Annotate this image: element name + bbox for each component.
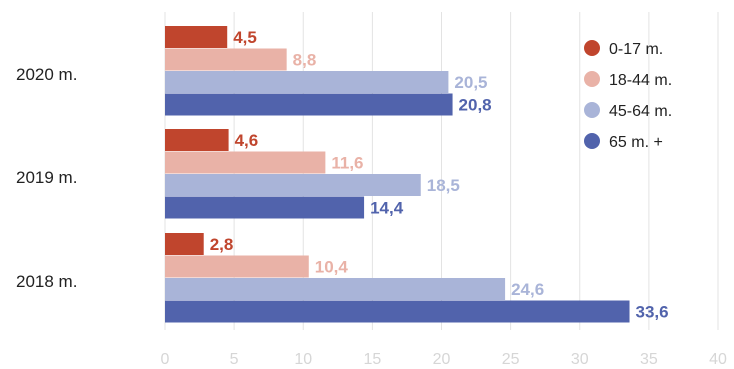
legend-swatch [584, 71, 600, 87]
category-label: 2019 m. [16, 168, 77, 187]
data-label: 8,8 [293, 51, 317, 70]
bar [165, 71, 449, 93]
data-label: 4,5 [233, 28, 257, 47]
legend-swatch [584, 133, 600, 149]
bar [165, 255, 309, 278]
x-tick-label: 25 [502, 351, 520, 368]
data-label: 2,8 [210, 235, 234, 254]
category-label: 2020 m. [16, 65, 77, 84]
bar [165, 26, 228, 48]
x-tick-label: 15 [363, 351, 381, 368]
bar [165, 174, 421, 196]
legend-swatch [584, 102, 600, 118]
data-label: 33,6 [636, 303, 669, 322]
x-tick-label: 20 [433, 351, 451, 368]
bars: 4,5 8,8 20,5 20,8 4,6 11,6 18,5 14,4 2,8 10,4 24,6… [165, 26, 669, 323]
category-labels: 2020 m. 2019 m. 2018 m. [16, 65, 77, 291]
legend-label: 0-17 m. [609, 41, 663, 58]
legend-label: 65 m. + [609, 134, 663, 151]
bar [165, 300, 630, 323]
data-label: 20,8 [459, 96, 492, 115]
legend-swatch [584, 40, 600, 56]
x-tick-label: 5 [230, 351, 239, 368]
data-label: 14,4 [370, 199, 404, 218]
legend: 0-17 m. 18-44 m. 45-64 m. 65 m. + [584, 40, 672, 151]
bar [165, 196, 365, 219]
x-tick-label: 10 [294, 351, 312, 368]
category-label: 2018 m. [16, 272, 77, 291]
data-label: 24,6 [511, 280, 544, 299]
x-tick-label: 40 [709, 351, 727, 368]
data-label: 18,5 [427, 176, 460, 195]
x-tick-label: 0 [161, 351, 170, 368]
data-label: 10,4 [315, 258, 349, 277]
bar [165, 48, 287, 71]
legend-label: 45-64 m. [609, 103, 672, 120]
data-label: 4,6 [235, 131, 259, 150]
x-axis-ticks: 0 5 10 15 20 25 30 35 40 [161, 351, 727, 368]
bar [165, 93, 453, 116]
bar [165, 151, 326, 174]
bar [165, 129, 229, 151]
data-label: 11,6 [331, 154, 363, 173]
bar [165, 233, 204, 255]
data-label: 20,5 [454, 73, 487, 92]
x-tick-label: 35 [640, 351, 658, 368]
bar [165, 278, 506, 300]
x-tick-label: 30 [571, 351, 589, 368]
legend-label: 18-44 m. [609, 72, 672, 89]
